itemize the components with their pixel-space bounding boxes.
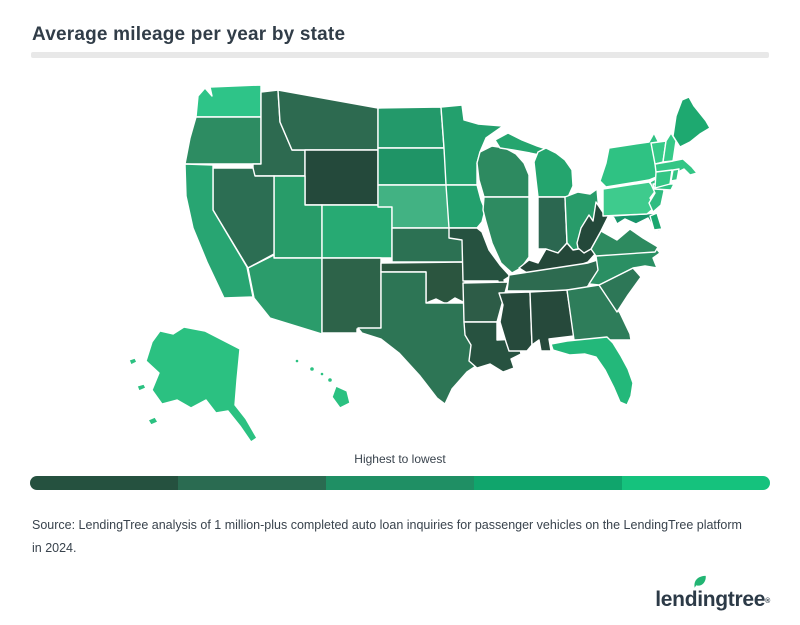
lendingtree-logo: lendingtree® — [655, 575, 770, 612]
legend-gradient-bar — [30, 476, 770, 490]
state-mn — [440, 104, 504, 186]
state-ny — [599, 132, 662, 188]
state-ca — [184, 163, 254, 299]
state-or — [184, 116, 262, 165]
leaf-icon — [694, 575, 707, 588]
legend-segment-3 — [326, 476, 474, 490]
state-hi-island — [326, 376, 334, 384]
source-line-2: in 2024. — [32, 541, 77, 555]
state-il — [482, 196, 530, 274]
title-divider — [31, 52, 769, 58]
state-mi — [533, 147, 574, 198]
state-tx — [357, 271, 477, 405]
state-la — [463, 321, 522, 373]
state-va — [590, 228, 659, 257]
state-hi-island — [308, 365, 316, 373]
state-me — [672, 96, 711, 148]
state-ct — [654, 169, 673, 189]
state-hi-island — [319, 371, 325, 377]
state-ar — [462, 281, 509, 323]
legend-label: Highest to lowest — [354, 452, 446, 466]
state-co — [321, 204, 393, 259]
legend-segment-1 — [30, 476, 178, 490]
state-hi-island — [294, 358, 300, 364]
legend-segment-5 — [622, 476, 770, 490]
state-fl — [550, 336, 634, 406]
state-in — [537, 196, 568, 254]
state-ia — [445, 184, 486, 229]
legend-segment-2 — [178, 476, 326, 490]
state-az — [247, 254, 323, 335]
page-title: Average mileage per year by state — [32, 24, 346, 45]
logo-wordmark: lendingtree® — [655, 575, 770, 612]
state-ak-island — [147, 416, 159, 426]
legend-segment-4 — [474, 476, 622, 490]
state-nc — [588, 246, 661, 286]
state-ak-island — [128, 357, 138, 366]
source-line-1: Source: LendingTree analysis of 1 millio… — [32, 518, 742, 532]
state-wy — [304, 149, 379, 206]
state-mt — [277, 89, 379, 151]
registered-mark: ® — [765, 598, 770, 605]
state-wa — [195, 84, 262, 118]
state-nd — [377, 106, 445, 149]
state-ri — [670, 168, 680, 182]
source-note: Source: LendingTree analysis of 1 millio… — [32, 514, 772, 560]
state-sd — [377, 147, 450, 186]
state-wi — [476, 145, 530, 198]
state-nm — [321, 257, 382, 334]
state-de — [649, 212, 663, 231]
state-ak-island — [136, 383, 147, 392]
state-ak — [145, 326, 258, 443]
state-pa — [602, 181, 657, 217]
state-hi — [331, 385, 351, 409]
